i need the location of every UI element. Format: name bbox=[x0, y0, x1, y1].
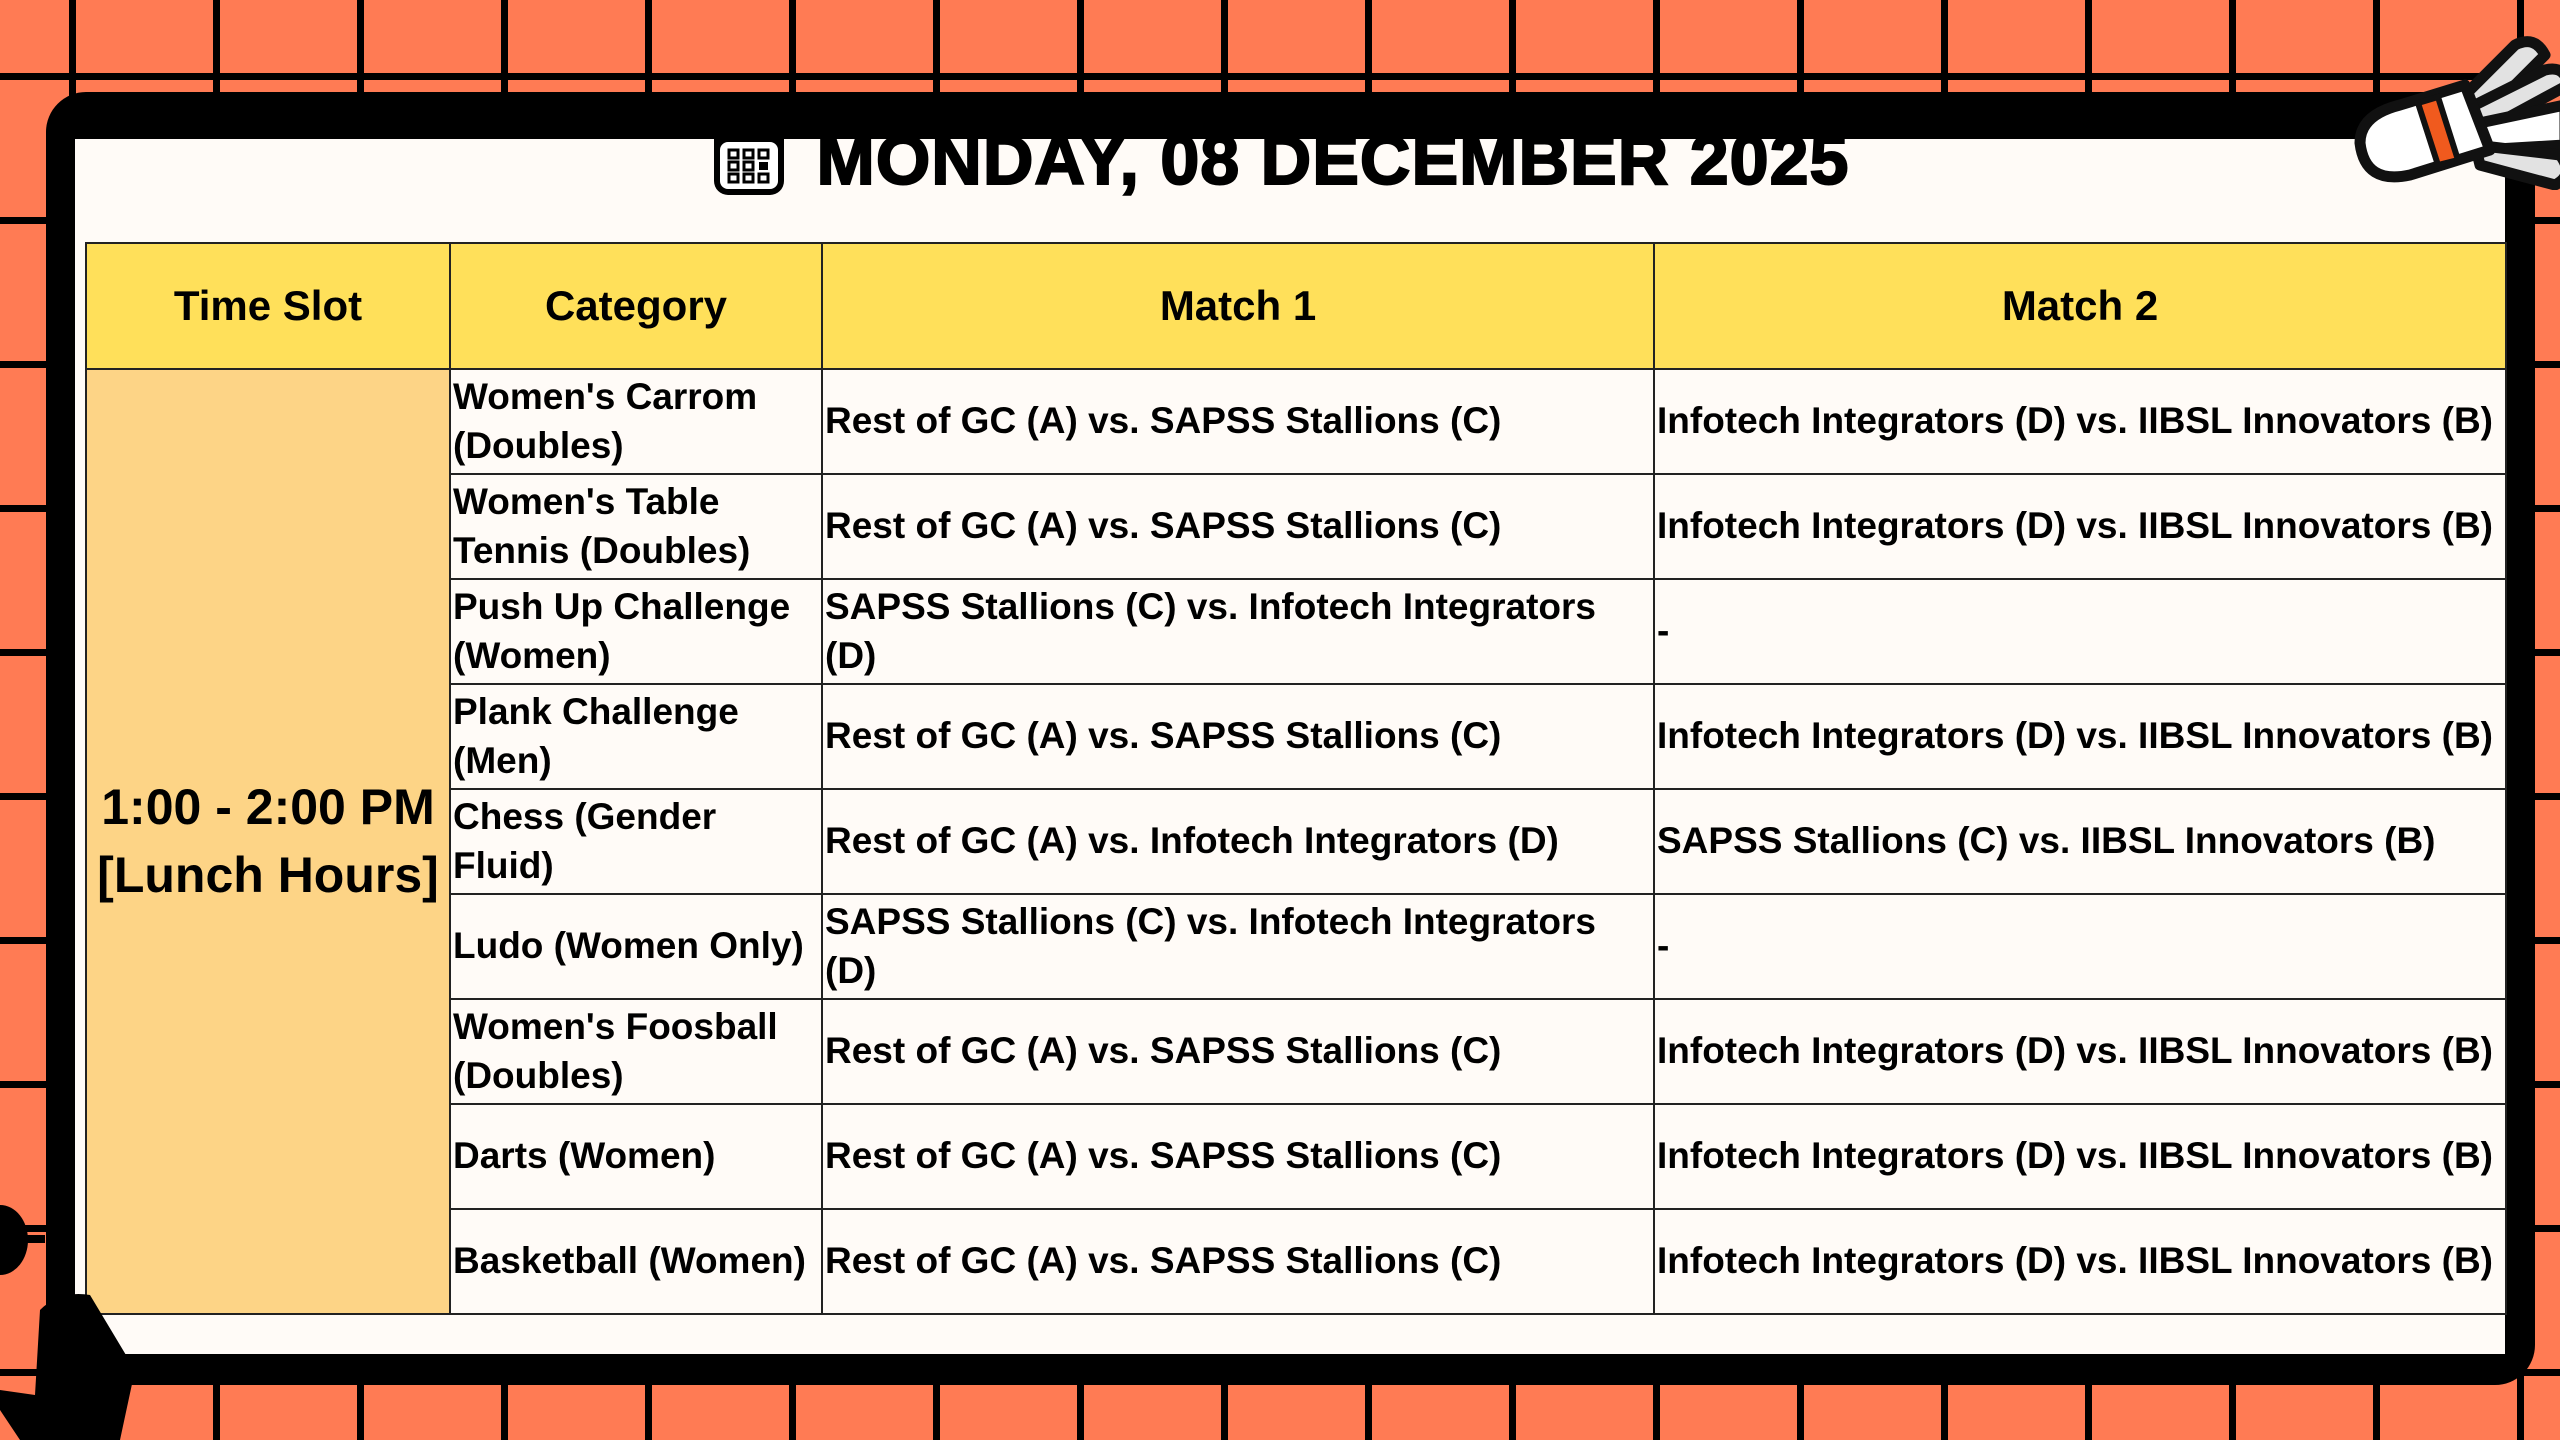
header-row: Time Slot Category Match 1 Match 2 bbox=[85, 242, 2507, 370]
match-2-cell: SAPSS Stallions (C) vs. IIBSL Innovators… bbox=[1653, 788, 2507, 895]
match-1-cell: Rest of GC (A) vs. SAPSS Stallions (C) bbox=[821, 1103, 1655, 1210]
table-row: Basketball (Women) Rest of GC (A) vs. SAP… bbox=[86, 1208, 2507, 1315]
category-cell: Ludo (Women Only) bbox=[449, 893, 823, 1000]
match-1-cell: SAPSS Stallions (C) vs. Infotech Integra… bbox=[821, 893, 1655, 1000]
category-cell: Plank Challenge (Men) bbox=[449, 683, 823, 790]
table-row: Ludo (Women Only) SAPSS Stallions (C) vs.… bbox=[86, 893, 2507, 1000]
table-row: Plank Challenge (Men) Rest of GC (A) vs. … bbox=[86, 683, 2507, 790]
page-title: MONDAY, 08 DECEMBER 2025 bbox=[0, 120, 2560, 200]
table-row: Push Up Challenge (Women) SAPSS Stallions… bbox=[86, 578, 2507, 685]
match-1-cell: Rest of GC (A) vs. SAPSS Stallions (C) bbox=[821, 998, 1655, 1105]
match-2-cell: Infotech Integrators (D) vs. IIBSL Innov… bbox=[1653, 368, 2507, 475]
table-row: Chess (Gender Fluid) Rest of GC (A) vs. I… bbox=[86, 788, 2507, 895]
category-cell: Basketball (Women) bbox=[449, 1208, 823, 1315]
column-header-match-2: Match 2 bbox=[1653, 242, 2507, 370]
column-header-time-slot: Time Slot bbox=[85, 242, 451, 370]
time-slot-note: [Lunch Hours] bbox=[97, 846, 439, 903]
match-1-cell: Rest of GC (A) vs. SAPSS Stallions (C) bbox=[821, 368, 1655, 475]
table-row: Women's Table Tennis (Doubles) Rest of GC… bbox=[86, 473, 2507, 580]
match-2-cell: Infotech Integrators (D) vs. IIBSL Innov… bbox=[1653, 998, 2507, 1105]
category-cell: Women's Foosball (Doubles) bbox=[449, 998, 823, 1105]
shuttlecock-icon bbox=[2354, 36, 2560, 190]
category-cell: Women's Table Tennis (Doubles) bbox=[449, 473, 823, 580]
table-row: Women's Foosball (Doubles) Rest of GC (A)… bbox=[86, 998, 2507, 1105]
match-2-cell: Infotech Integrators (D) vs. IIBSL Innov… bbox=[1653, 1208, 2507, 1315]
calendar-icon bbox=[713, 125, 784, 195]
category-cell: Darts (Women) bbox=[449, 1103, 823, 1210]
match-1-cell: Rest of GC (A) vs. SAPSS Stallions (C) bbox=[821, 683, 1655, 790]
match-2-cell: Infotech Integrators (D) vs. IIBSL Innov… bbox=[1653, 473, 2507, 580]
match-1-cell: Rest of GC (A) vs. Infotech Integrators … bbox=[821, 788, 1655, 895]
match-2-cell: - bbox=[1653, 578, 2507, 685]
match-1-cell: SAPSS Stallions (C) vs. Infotech Integra… bbox=[821, 578, 1655, 685]
match-2-cell: Infotech Integrators (D) vs. IIBSL Innov… bbox=[1653, 1103, 2507, 1210]
match-1-cell: Rest of GC (A) vs. SAPSS Stallions (C) bbox=[821, 1208, 1655, 1315]
category-cell: Chess (Gender Fluid) bbox=[449, 788, 823, 895]
table-row: 1:00 - 2:00 PM [Lunch Hours] Women's Carro… bbox=[85, 368, 2507, 1315]
match-2-cell: Infotech Integrators (D) vs. IIBSL Innov… bbox=[1653, 683, 2507, 790]
time-slot-time: 1:00 - 2:00 PM bbox=[101, 779, 435, 835]
person-silhouette-icon bbox=[0, 1205, 135, 1440]
time-slot-cell: 1:00 - 2:00 PM [Lunch Hours] bbox=[85, 368, 451, 1315]
column-header-category: Category bbox=[449, 242, 823, 370]
match-1-cell: Rest of GC (A) vs. SAPSS Stallions (C) bbox=[821, 473, 1655, 580]
category-cell: Women's Carrom (Doubles) bbox=[449, 368, 823, 475]
title-text: MONDAY, 08 DECEMBER 2025 bbox=[816, 120, 1850, 200]
schedule-table: Time Slot Category Match 1 Match 2 1:00 … bbox=[85, 242, 2507, 1315]
category-cell: Push Up Challenge (Women) bbox=[449, 578, 823, 685]
match-2-cell: - bbox=[1653, 893, 2507, 1000]
column-header-match-1: Match 1 bbox=[821, 242, 1655, 370]
table-row: Darts (Women) Rest of GC (A) vs. SAPSS St… bbox=[86, 1103, 2507, 1210]
